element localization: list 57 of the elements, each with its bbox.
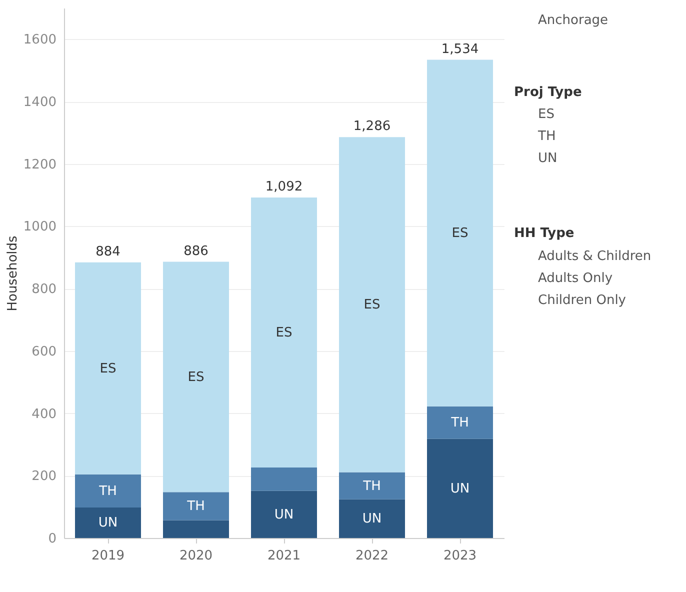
bar [339, 499, 405, 538]
y-tick-label: 600 [32, 344, 56, 360]
text: TH [451, 416, 469, 431]
series-label: TH [362, 478, 381, 494]
bar [75, 507, 141, 538]
text: ES [364, 298, 380, 313]
x-tick-label: 2021 [267, 548, 301, 564]
bar [75, 474, 141, 508]
x-tick-label: 2023 [443, 548, 477, 564]
bar [75, 262, 141, 474]
bar [427, 438, 493, 538]
y-tick-label: 1000 [23, 220, 56, 235]
text: Adults & Children [538, 249, 652, 264]
y-tick-label: 800 [32, 282, 56, 298]
total-label: 1,534 [441, 42, 479, 57]
text: UN [538, 151, 558, 166]
y-tick-label: 1600 [23, 32, 56, 48]
y-tick-label: 400 [32, 406, 56, 422]
bar [163, 492, 229, 520]
text: ES [452, 226, 468, 242]
y-axis-title: Households [5, 235, 20, 312]
y-tick-label: 200 [32, 469, 56, 484]
text: UN [362, 512, 382, 527]
text: ES [538, 107, 554, 122]
bar [339, 137, 405, 472]
total-label: 1,286 [353, 119, 391, 134]
text: HH Type [514, 226, 574, 241]
total-label: 1,092 [265, 180, 303, 195]
text: TH [537, 129, 556, 144]
bar [251, 490, 317, 538]
y-tick-label: 0 [48, 532, 56, 546]
text: TH [187, 499, 205, 514]
text: UN [274, 507, 294, 522]
text: Anchorage [538, 13, 608, 28]
text: Adults Only [538, 271, 613, 286]
y-tick-label: 1200 [23, 157, 56, 172]
bar [427, 406, 493, 439]
total-label: 884 [96, 244, 120, 260]
bar [251, 468, 317, 491]
x-tick-label: 2019 [91, 548, 125, 564]
bar [339, 472, 405, 500]
bar [251, 198, 317, 468]
text: Proj Type [514, 85, 582, 100]
bar [427, 60, 493, 406]
series-label: UN [98, 516, 118, 531]
text: TH [99, 484, 117, 499]
x-tick-label: 2020 [179, 548, 213, 564]
text: UN [450, 481, 470, 496]
x-tick-label: 2022 [355, 548, 389, 564]
text: Children Only [538, 293, 626, 308]
series-label: ES [188, 370, 204, 385]
bar [163, 262, 229, 492]
text: ES [100, 361, 116, 376]
bar [163, 520, 229, 538]
y-tick-label: 1400 [23, 95, 56, 110]
text: ES [276, 326, 292, 341]
total-label: 886 [184, 244, 208, 259]
